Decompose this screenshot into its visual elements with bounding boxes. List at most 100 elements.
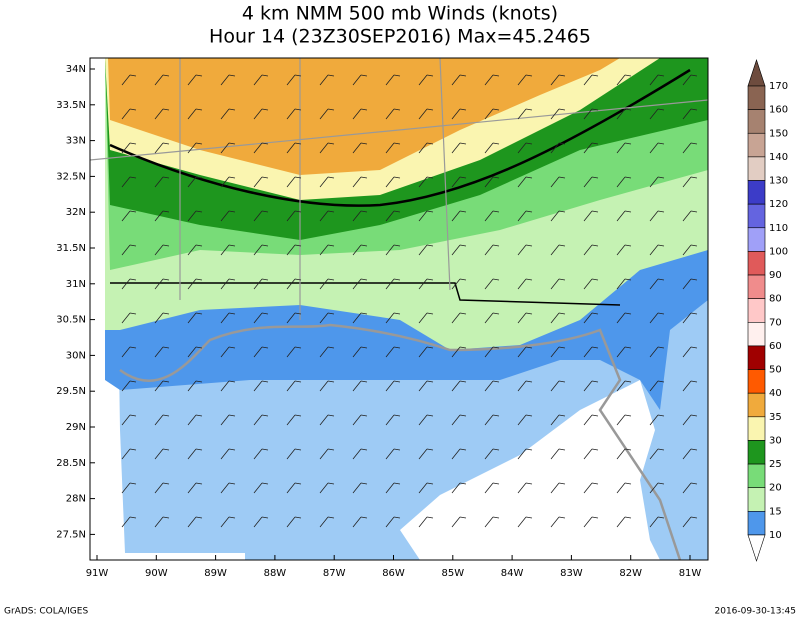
barb: [649, 346, 665, 358]
barb: [583, 448, 599, 460]
barb: [583, 74, 599, 86]
barb: [187, 516, 203, 528]
barb: [154, 244, 170, 256]
barb: [319, 414, 335, 426]
barb: [517, 414, 533, 426]
barb: [616, 278, 632, 290]
barb: [550, 516, 566, 528]
barb: [649, 414, 665, 426]
barb: [517, 176, 533, 188]
barb: [253, 414, 269, 426]
barb: [286, 414, 302, 426]
barb: [583, 516, 599, 528]
barb: [682, 448, 698, 460]
barb: [253, 448, 269, 460]
barb: [352, 380, 368, 392]
barb: [616, 516, 632, 528]
barb: [682, 312, 698, 324]
colorbar-label: 25: [769, 459, 782, 470]
barb: [649, 244, 665, 256]
barb: [550, 312, 566, 324]
barb: [385, 516, 401, 528]
barb: [286, 244, 302, 256]
barb: [484, 414, 500, 426]
barb: [451, 176, 467, 188]
barb: [418, 176, 434, 188]
lon-label: 84W: [501, 568, 524, 579]
barb: [187, 312, 203, 324]
barb: [220, 414, 236, 426]
barb: [484, 516, 500, 528]
barb: [286, 210, 302, 222]
barb: [484, 312, 500, 324]
barb: [319, 142, 335, 154]
barb: [319, 312, 335, 324]
barb: [154, 210, 170, 222]
barb: [220, 176, 236, 188]
colorbar-label: 10: [769, 530, 782, 541]
barb: [418, 108, 434, 120]
state-line: [110, 282, 621, 306]
barb: [649, 108, 665, 120]
barb: [583, 176, 599, 188]
barb: [121, 312, 137, 324]
barb: [352, 74, 368, 86]
barb: [385, 108, 401, 120]
barb: [517, 516, 533, 528]
barb: [418, 312, 434, 324]
lon-label: 85W: [441, 568, 464, 579]
lon-label: 81W: [679, 568, 702, 579]
barb: [517, 448, 533, 460]
barb: [385, 74, 401, 86]
barb: [451, 312, 467, 324]
barb: [319, 176, 335, 188]
colorbar-label: 130: [769, 176, 788, 187]
barb: [451, 448, 467, 460]
barb: [550, 414, 566, 426]
barb: [583, 108, 599, 120]
barb: [121, 244, 137, 256]
lat-label: 29.5N: [56, 386, 86, 397]
barb: [418, 142, 434, 154]
lon-label: 89W: [204, 568, 227, 579]
barb: [649, 482, 665, 494]
subtitle: Hour 14 (23Z30SEP2016) Max=45.2465: [209, 26, 591, 48]
barb: [682, 516, 698, 528]
barb: [484, 108, 500, 120]
barb: [484, 448, 500, 460]
barb: [418, 414, 434, 426]
barb: [220, 210, 236, 222]
colorbar-arrow: [747, 59, 766, 87]
colorbar-label: 100: [769, 246, 788, 257]
barb: [517, 380, 533, 392]
barb: [616, 176, 632, 188]
barb: [319, 210, 335, 222]
barb: [583, 278, 599, 290]
barb: [418, 482, 434, 494]
colorbar-box: [747, 156, 766, 181]
lon-label: 87W: [323, 568, 346, 579]
barb: [352, 244, 368, 256]
barb: [517, 278, 533, 290]
barb: [319, 516, 335, 528]
colorbar-box: [747, 180, 766, 205]
colorbar-label: 35: [769, 412, 782, 423]
barb: [451, 482, 467, 494]
coastline: [119, 323, 682, 561]
lat-label: 31.5N: [56, 243, 86, 254]
barb: [352, 482, 368, 494]
colorbar-arrow: [747, 534, 766, 562]
barb: [121, 176, 137, 188]
barb: [418, 244, 434, 256]
colorbar-label: 60: [769, 341, 782, 352]
barb: [319, 278, 335, 290]
barb: [583, 210, 599, 222]
barb: [121, 482, 137, 494]
barb: [286, 74, 302, 86]
barb: [649, 516, 665, 528]
barb: [253, 142, 269, 154]
barb: [187, 380, 203, 392]
barb: [682, 244, 698, 256]
barb: [121, 516, 137, 528]
colorbar-box: [747, 227, 766, 252]
